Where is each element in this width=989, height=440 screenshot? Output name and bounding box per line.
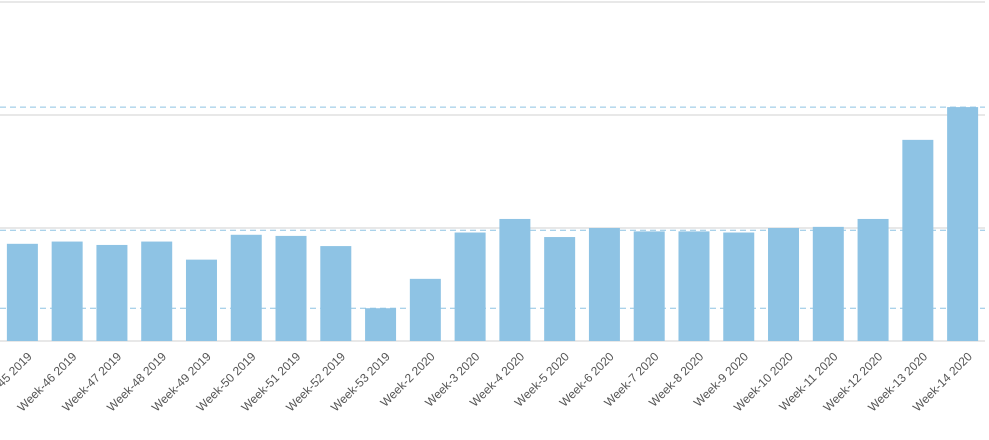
bar [633,231,665,341]
bar [857,218,889,341]
bar [51,241,83,341]
bar [768,228,800,341]
bar [275,235,307,341]
bar [141,241,173,341]
bar [723,232,755,341]
bar [499,218,531,341]
bar [365,308,397,341]
bar [454,232,486,341]
bar [678,231,710,341]
bar [544,237,576,341]
bar [947,107,979,341]
bar [812,226,844,341]
bar [409,278,441,341]
bar [588,228,620,341]
bar [320,246,352,341]
bar [96,244,128,341]
bar [230,234,262,341]
bar [902,139,934,341]
bar [6,243,38,341]
bar [185,259,217,341]
